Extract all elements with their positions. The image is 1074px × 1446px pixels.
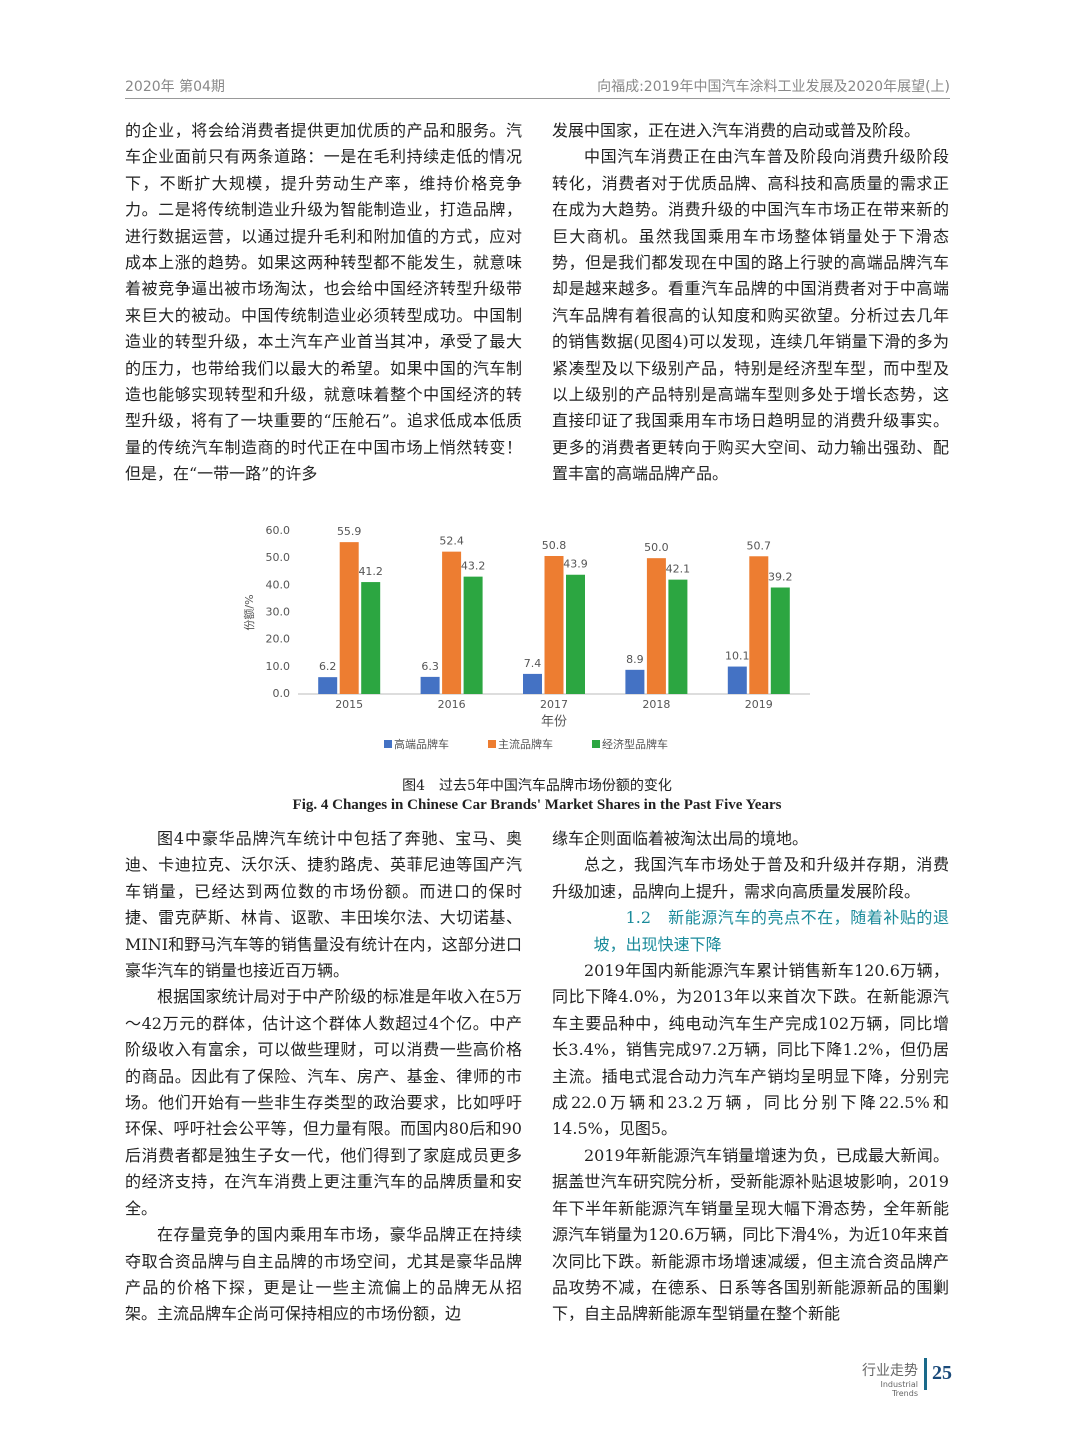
caption-zh: 图4 过去5年中国汽车品牌市场份额的变化	[402, 778, 672, 794]
column: 图4中豪华品牌汽车统计中包括了奔驰、宝马、奥迪、卡迪拉克、沃尔沃、捷豹路虎、英菲…	[125, 826, 522, 1328]
y-tick-label: 20.0	[266, 633, 291, 646]
legend-swatch	[384, 740, 392, 748]
x-tick-label: 2015	[335, 698, 363, 711]
paragraph: 发展中国家，正在进入汽车消费的启动或普及阶段。	[552, 121, 921, 140]
value-label: 10.1	[725, 650, 750, 663]
x-tick-label: 2019	[745, 698, 773, 711]
bar	[668, 579, 688, 694]
bar	[420, 676, 440, 694]
page-number: 25	[932, 1362, 952, 1384]
value-label: 39.2	[768, 571, 793, 584]
footer-section-en: Industrial Trends	[880, 1380, 918, 1398]
bar	[442, 551, 462, 694]
value-label: 6.3	[421, 660, 439, 673]
bar	[361, 582, 381, 694]
section-heading: 1.2 新能源汽车的亮点不在，随着补贴的退坡，出现快速下降	[552, 905, 949, 958]
paragraph: 总之，我国汽车市场处于普及和升级并存期，消费升级加速，品牌向上提升，需求向高质量…	[552, 855, 949, 901]
column: 缘车企则面临着被淘汰出局的境地。 总之，我国汽车市场处于普及和升级并存期，消费升…	[552, 826, 949, 1328]
legend-label: 高端品牌车	[394, 737, 449, 751]
y-tick-label: 40.0	[266, 578, 291, 591]
header-rule	[125, 98, 950, 99]
legend-swatch	[592, 740, 600, 748]
paragraph: 2019年国内新能源汽车累计销售新车120.6万辆，同比下降4.0%，为2013…	[552, 961, 949, 1139]
bar	[770, 587, 790, 694]
paragraph: 图4中豪华品牌汽车统计中包括了奔驰、宝马、奥迪、卡迪拉克、沃尔沃、捷豹路虎、英菲…	[125, 829, 522, 981]
y-tick-label: 50.0	[266, 551, 291, 564]
bar	[544, 555, 564, 694]
bar	[523, 673, 542, 694]
x-axis-label: 年份	[541, 715, 567, 730]
bar	[566, 574, 585, 694]
value-label: 6.2	[319, 660, 337, 673]
value-label: 50.0	[644, 541, 669, 554]
heading-text: 新能源汽车的亮点不在，随着补贴的退坡，出现快速下降	[593, 908, 949, 954]
y-tick-label: 30.0	[266, 606, 291, 619]
value-label: 50.7	[747, 539, 772, 552]
paragraph: 缘车企则面临着被淘汰出局的境地。	[552, 829, 809, 848]
legend-swatch	[488, 740, 496, 748]
bar	[463, 576, 483, 694]
y-tick-label: 10.0	[266, 660, 291, 673]
bar	[625, 669, 645, 694]
footer-bar	[924, 1358, 927, 1390]
bar	[749, 556, 769, 694]
x-tick-label: 2016	[438, 698, 466, 711]
legend-label: 主流品牌车	[498, 737, 553, 751]
value-label: 41.2	[358, 565, 383, 578]
bar	[318, 677, 338, 694]
value-label: 42.1	[666, 563, 691, 576]
value-label: 50.8	[542, 539, 567, 552]
caption-en: Fig. 4 Changes in Chinese Car Brands' Ma…	[292, 797, 782, 813]
value-label: 55.9	[337, 525, 362, 538]
paragraph: 在存量竞争的国内乘用车市场，豪华品牌正在持续夺取合资品牌与自主品牌的市场空间，尤…	[125, 1225, 522, 1324]
header-left: 2020年 第04期	[125, 79, 225, 95]
column: 的企业，将会给消费者提供更加优质的产品和服务。汽车企业面前只有两条道路：一是在毛…	[125, 118, 522, 488]
value-label: 43.2	[461, 560, 486, 573]
column: 发展中国家，正在进入汽车消费的启动或普及阶段。 中国汽车消费正在由汽车普及阶段向…	[552, 118, 949, 488]
value-label: 8.9	[626, 653, 644, 666]
bar	[727, 666, 747, 694]
x-tick-label: 2018	[642, 698, 670, 711]
paragraph: 的企业，将会给消费者提供更加优质的产品和服务。汽车企业面前只有两条道路：一是在毛…	[125, 121, 522, 484]
footer-section: 行业走势 Industrial Trends	[852, 1360, 918, 1398]
y-axis-label: 份额/%	[243, 594, 256, 630]
heading-number: 1.2	[625, 908, 652, 928]
value-label: 52.4	[439, 535, 464, 548]
footer-section-zh: 行业走势	[862, 1363, 918, 1379]
x-tick-label: 2017	[540, 698, 568, 711]
y-tick-label: 0.0	[273, 687, 291, 700]
bar	[646, 558, 666, 694]
legend-label: 经济型品牌车	[602, 737, 668, 751]
paragraph: 2019年新能源汽车销量增速为负，已成最大新闻。据盖世汽车研究院分析，受新能源补…	[552, 1145, 949, 1324]
value-label: 43.9	[563, 558, 588, 571]
paragraph: 根据国家统计局对于中产阶级的标准是年收入在5万～42万元的群体，估计这个群体人数…	[125, 987, 522, 1218]
header-right: 向福成:2019年中国汽车涂料工业发展及2020年展望(上)	[597, 79, 950, 95]
value-label: 7.4	[524, 657, 542, 670]
bar	[339, 542, 359, 694]
chart: 0.0 10.0 20.0 30.0 40.0 50.0 60.0 份额/% 年份 2015 6.2…	[243, 524, 810, 751]
paragraph: 中国汽车消费正在由汽车普及阶段向消费升级阶段转化，消费者对于优质品牌、高科技和高…	[552, 147, 949, 484]
y-tick-label: 60.0	[266, 524, 291, 537]
